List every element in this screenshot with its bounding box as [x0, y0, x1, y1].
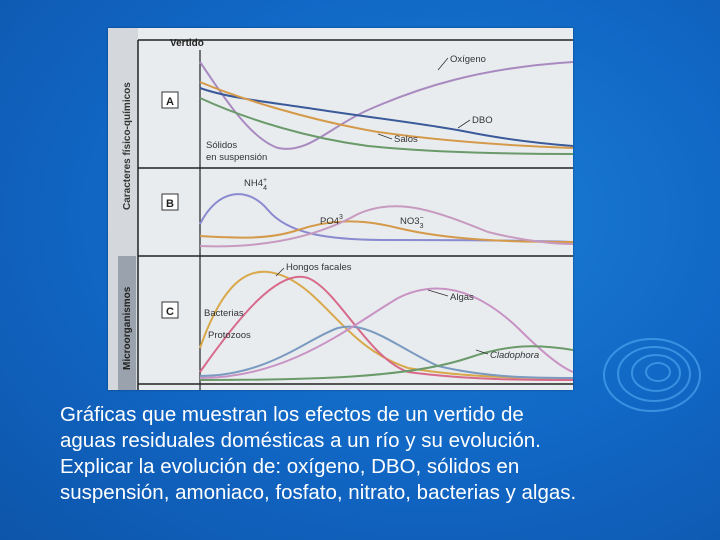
solids-label-line1: Sólidos [206, 140, 237, 151]
vertido-label: Vertido [170, 38, 204, 49]
protozoa-curve [199, 325, 573, 379]
caption-line: Explicar la evolución de: oxígeno, DBO, … [60, 455, 520, 478]
ammonium-curve [199, 193, 573, 243]
oxygen-curve [199, 61, 573, 150]
water-ripple-decoration [603, 338, 701, 412]
phosphate-label: PO43 [320, 214, 343, 227]
caption: Gráficas que muestran los efectos de un … [60, 402, 700, 506]
salts-label: Salos [394, 134, 418, 145]
panel-a-label: A [166, 96, 174, 108]
solids-curve [199, 97, 573, 155]
bacteria-label: Bacterias [204, 308, 244, 319]
nitrate-curve [199, 205, 573, 248]
caption-line: aguas residuales domésticas a un río y s… [60, 429, 541, 452]
river-pollution-figure: A B C Caracteres físico-químicos Microor… [108, 28, 573, 390]
caption-line: Gráficas que muestran los efectos de un … [60, 403, 524, 426]
fecal-fungi-label: Hongos facales [286, 262, 352, 273]
dbo-curve [199, 87, 573, 147]
cladophora-curve [199, 345, 573, 381]
cladophora-label: Cladophora [490, 350, 539, 361]
fecal-fungi-curve [199, 270, 573, 379]
caption-line: suspensión, amoniaco, fosfato, nitrato, … [60, 481, 577, 504]
algae-label: Algas [450, 292, 474, 303]
solids-label-line2: en suspensión [206, 152, 267, 163]
panel-b-label: B [166, 198, 174, 210]
panel-c-label: C [166, 306, 174, 318]
algae-curve [199, 287, 573, 379]
protozoa-label: Protozoos [208, 330, 251, 341]
nitrate-label: NO3− 3 [400, 215, 424, 230]
side-label-physico-chemical: Caracteres físico-químicos [122, 82, 133, 210]
micro-strip [118, 256, 136, 390]
phosphate-curve [199, 220, 573, 243]
ammonium-label: NH4+ 4 [244, 177, 267, 192]
side-label-microorganisms: Microorganismos [122, 286, 133, 370]
bacteria-curve [199, 275, 573, 381]
dbo-label: DBO [472, 115, 493, 126]
oxygen-label: Oxígeno [450, 54, 486, 65]
salts-curve [199, 81, 573, 149]
